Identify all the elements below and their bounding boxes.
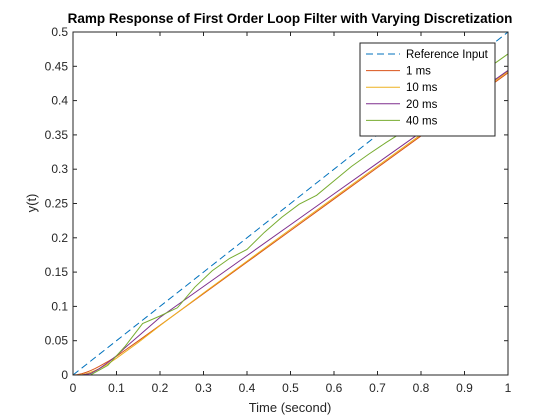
series-line-2 [73, 71, 509, 376]
x-tick-label: 1 [505, 381, 512, 395]
series-line-0 [72, 31, 509, 376]
ticks-layer: 0 0.1 0.2 0.3 0.4 0.5 0.6 0.7 0.8 0.9 1 0 0.05 0.1 0.1… [45, 25, 512, 395]
legend-label-2: 10 ms [406, 82, 438, 94]
x-tick-label: 0.2 [152, 381, 169, 395]
y-tick-label: 0.35 [45, 128, 69, 142]
x-axis-label: Time (second) [249, 400, 332, 415]
y-tick-label: 0.4 [51, 94, 68, 108]
y-tick-label: 0.5 [51, 25, 68, 39]
legend-label-1: 1 ms [406, 66, 431, 78]
y-tick-label: 0 [61, 368, 68, 382]
legend-label-3: 20 ms [406, 99, 438, 111]
legend: Reference Input 1 ms 10 ms 20 ms 40 ms [359, 42, 496, 137]
x-tick-label: 0.8 [413, 381, 430, 395]
y-axis-label: y(t) [24, 194, 39, 213]
x-tick-label: 0.4 [239, 381, 256, 395]
y-tick-label: 0.2 [51, 231, 68, 245]
x-tick-label: 0.3 [195, 381, 212, 395]
legend-label-4: 40 ms [406, 115, 438, 127]
x-tick-label: 0 [70, 381, 77, 395]
y-tick-label: 0.25 [45, 197, 69, 211]
x-tick-label: 0.7 [369, 381, 386, 395]
x-tick-label: 0.6 [326, 381, 343, 395]
y-tick-label: 0.45 [45, 59, 69, 73]
y-tick-label: 0.1 [51, 299, 68, 313]
chart-title: Ramp Response of First Order Loop Filter… [68, 11, 513, 26]
x-tick-label: 0.1 [108, 381, 125, 395]
series-line-3 [73, 70, 509, 376]
y-tick-label: 0.05 [45, 334, 69, 348]
y-tick-label: 0.3 [51, 162, 68, 176]
series-line-1 [72, 72, 509, 376]
x-tick-label: 0.9 [456, 381, 473, 395]
series-layer [72, 31, 509, 376]
y-tick-label: 0.15 [45, 265, 69, 279]
x-tick-label: 0.5 [282, 381, 299, 395]
legend-label-0: Reference Input [406, 49, 489, 61]
